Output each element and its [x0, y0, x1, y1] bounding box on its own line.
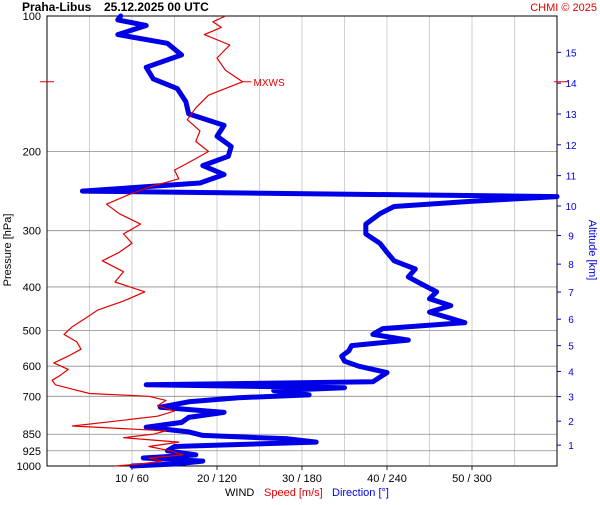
pressure-tick-label: 600	[23, 361, 41, 373]
wind-tick-label: 40 / 240	[367, 473, 407, 485]
wind-axis-label: WIND Speed [m/s] Direction [°]	[225, 487, 389, 499]
pressure-tick-label: 850	[23, 429, 41, 441]
pressure-tick-label: 400	[23, 282, 41, 294]
annotation-layer: MXWS	[40, 78, 568, 89]
series-layer	[51, 13, 560, 469]
station-name: Praha-Libus	[22, 0, 92, 14]
wind-tick-label: 30 / 180	[282, 473, 322, 485]
chart-grid	[47, 16, 557, 466]
altitude-tick-label: 10	[565, 202, 577, 213]
altitude-tick-label: 6	[568, 315, 574, 326]
pressure-tick-label: 200	[23, 146, 41, 158]
altitude-tick-label: 2	[568, 417, 574, 428]
altitude-tick-label: 13	[565, 110, 577, 121]
wind-tick-label: 20 / 120	[197, 473, 237, 485]
altitude-tick-label: 4	[568, 367, 574, 378]
altitude-tick-label: 1	[568, 441, 574, 452]
speed-axis-label: Speed [m/s]	[264, 487, 323, 499]
pressure-tick-label: 1000	[17, 461, 41, 473]
pressure-tick-label: 700	[23, 391, 41, 403]
direction-series-line	[79, 13, 560, 469]
altitude-tick-label: 5	[568, 342, 574, 353]
pressure-axis: 100 200 300 400 500 600 700 850 925 1000	[17, 11, 41, 473]
pressure-axis-label: Pressure [hPa]	[2, 214, 14, 287]
altitude-tick-label: 8	[568, 260, 574, 271]
altitude-tick-label: 3	[568, 393, 574, 404]
pressure-tick-label: 925	[23, 446, 41, 458]
speed-series-line	[51, 15, 244, 467]
mxws-label: MXWS	[254, 78, 285, 89]
altitude-tick-label: 9	[568, 231, 574, 242]
altitude-axis-label: Altitude [km]	[586, 220, 598, 281]
pressure-tick-label: 100	[23, 11, 41, 23]
sounding-datetime: 25.12.2025 00 UTC	[104, 0, 209, 14]
copyright-credit: CHMI © 2025	[530, 2, 597, 14]
pressure-tick-label: 300	[23, 226, 41, 238]
altitude-tick-label: 12	[565, 141, 577, 152]
wind-tick-label: 50 / 300	[452, 473, 492, 485]
altitude-tick-label: 14	[565, 79, 577, 90]
wind-tick-label: 10 / 60	[115, 473, 149, 485]
altitude-tick-label: 11	[566, 172, 577, 183]
pressure-tick-label: 500	[23, 326, 41, 338]
direction-axis-label: Direction [°]	[332, 487, 389, 499]
altitude-tick-label: 15	[565, 48, 577, 59]
wind-axis-prefix: WIND	[225, 487, 254, 499]
altitude-tick-label: 7	[568, 288, 574, 299]
wind-axis: 10 / 60 20 / 120 30 / 180 40 / 240 50 / 300	[115, 466, 492, 485]
